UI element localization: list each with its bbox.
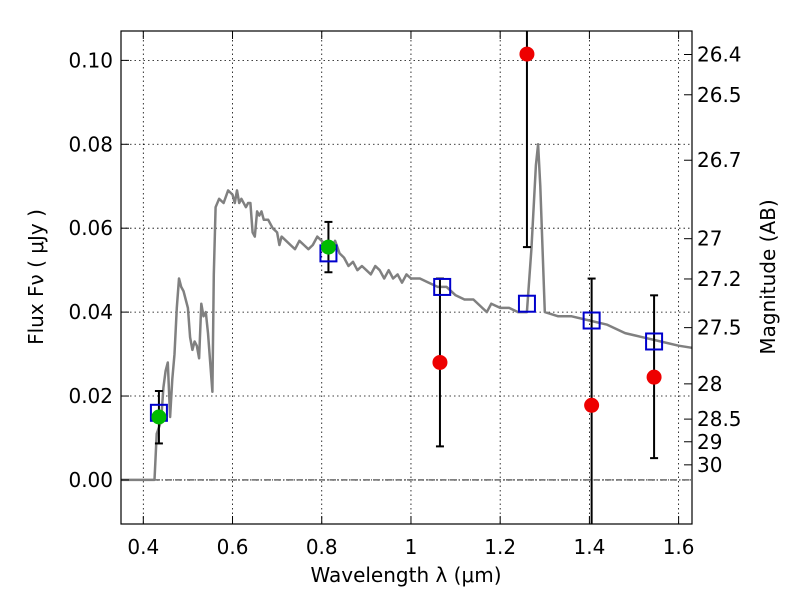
x-tick-label: 1.6 — [663, 535, 695, 559]
green-data-point — [151, 409, 167, 425]
right-tick-label: 30 — [697, 453, 722, 477]
red-data-point — [584, 397, 600, 413]
right-axis-label: Magnitude (AB) — [756, 199, 780, 354]
plot-frame — [120, 30, 693, 525]
model-photometry-points — [149, 244, 664, 422]
right-tick-label: 27.2 — [697, 267, 742, 291]
model-spectrum — [121, 143, 693, 482]
model-spectrum-line — [121, 143, 693, 482]
red-data-point — [432, 354, 448, 370]
model-square-marker — [517, 294, 536, 313]
right-tick-label: 28 — [697, 372, 722, 396]
right-tick-label: 27.5 — [697, 316, 742, 340]
right-tick-label: 26.5 — [697, 83, 742, 107]
y-axis-label: Flux Fν ( μJy ) — [24, 209, 48, 345]
x-tick-label: 0.4 — [127, 535, 159, 559]
y-tick-label: 0.10 — [68, 48, 113, 72]
x-tick-label: 1 — [405, 535, 418, 559]
red-data-point — [646, 369, 662, 385]
right-tick-label: 26.7 — [697, 148, 742, 172]
right-tick-label: 29 — [697, 430, 722, 454]
green-data-point — [320, 239, 336, 255]
y-tick-label: 0.06 — [68, 216, 113, 240]
y-tick-label: 0.02 — [68, 384, 113, 408]
x-tick-label: 1.4 — [573, 535, 605, 559]
error-bars — [154, 31, 659, 524]
y-tick-label: 0.04 — [68, 300, 113, 324]
right-tick-label: 28.5 — [697, 407, 742, 431]
y-tick-label: 0.08 — [68, 132, 113, 156]
model-square-marker — [582, 311, 601, 330]
axis-ticks: 0.4 0.6 0.8 1 1.2 1.4 1.6 0.00 0.02 0.04 0.06 0.08 0… — [68, 31, 742, 559]
right-tick-label: 26.4 — [697, 42, 742, 66]
y-tick-label: 0.00 — [68, 468, 113, 492]
observed-points — [151, 46, 662, 425]
x-tick-label: 0.6 — [217, 535, 249, 559]
x-tick-label: 0.8 — [306, 535, 338, 559]
model-square-marker — [433, 277, 452, 296]
right-tick-label: 27 — [697, 227, 722, 251]
x-tick-label: 1.2 — [484, 535, 516, 559]
model-square-marker — [645, 332, 664, 351]
red-data-point — [519, 46, 535, 62]
grid-lines — [121, 31, 692, 524]
x-axis-label: Wavelength λ (μm) — [310, 563, 501, 587]
